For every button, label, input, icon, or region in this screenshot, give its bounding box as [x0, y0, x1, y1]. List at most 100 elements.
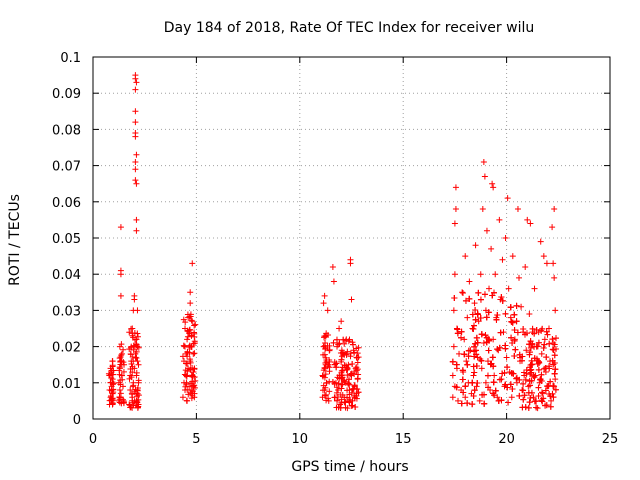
roti-data-point [547, 358, 554, 365]
roti-data-point [464, 400, 471, 407]
roti-data-point [509, 253, 516, 260]
roti-data-point [182, 319, 189, 326]
roti-data-point [187, 358, 194, 365]
roti-data-point [478, 365, 485, 372]
roti-data-point [473, 334, 480, 341]
roti-data-point [543, 402, 550, 409]
roti-data-point [538, 389, 545, 396]
roti-data-point [484, 372, 491, 379]
roti-data-point [132, 177, 139, 184]
x-tick-label: 15 [395, 432, 412, 447]
roti-data-point [464, 314, 471, 321]
roti-data-point [539, 398, 546, 405]
roti-data-point [191, 394, 198, 401]
roti-data-point [462, 383, 469, 390]
roti-data-point [345, 380, 352, 387]
roti-data-point [514, 206, 521, 213]
roti-data-point [512, 346, 519, 353]
roti-data-point [544, 383, 551, 390]
roti-data-point [552, 386, 559, 393]
roti-data-point [132, 130, 139, 137]
roti-data-point [110, 380, 117, 387]
roti-data-point [471, 387, 478, 394]
roti-data-point [116, 387, 123, 394]
roti-data-point [520, 380, 527, 387]
roti-data-point [449, 394, 456, 401]
roti-data-point [459, 290, 466, 297]
roti-data-point [513, 302, 520, 309]
y-tick-label: 0.09 [52, 87, 81, 102]
x-tick-label: 10 [292, 432, 309, 447]
x-tick-label: 25 [602, 432, 619, 447]
roti-data-point [473, 362, 480, 369]
roti-data-point [475, 318, 482, 325]
roti-data-point [500, 329, 507, 336]
roti-data-point [462, 253, 469, 260]
roti-data-point [130, 379, 137, 386]
roti-data-point [469, 325, 476, 332]
roti-data-point [549, 346, 556, 353]
roti-data-point [550, 394, 557, 401]
roti-data-point [346, 387, 353, 394]
roti-data-point [483, 339, 490, 346]
roti-data-point [549, 224, 556, 231]
roti-data-point [350, 341, 357, 348]
roti-data-point [517, 358, 524, 365]
roti-data-point [468, 390, 475, 397]
roti-data-point [513, 318, 520, 325]
roti-data-point [552, 376, 559, 383]
roti-data-point [188, 390, 195, 397]
roti-data-point [352, 365, 359, 372]
y-tick-label: 0.1 [60, 51, 81, 66]
roti-data-point [452, 184, 459, 191]
roti-data-point [333, 389, 340, 396]
roti-data-point [462, 297, 469, 304]
roti-data-point [550, 339, 557, 346]
roti-data-point [319, 372, 326, 379]
roti-data-point [523, 330, 530, 337]
roti-data-point [117, 292, 124, 299]
roti-data-point [338, 356, 345, 363]
roti-data-point [551, 206, 558, 213]
roti-data-point [483, 314, 490, 321]
roti-data-point [465, 353, 472, 360]
roti-data-point [117, 224, 124, 231]
roti-data-point [347, 350, 354, 357]
roti-data-point [133, 336, 140, 343]
roti-data-point [134, 358, 141, 365]
roti-data-point [474, 339, 481, 346]
y-tick-label: 0.07 [52, 160, 81, 175]
roti-data-point [184, 397, 191, 404]
roti-data-point [182, 325, 189, 332]
roti-data-point [516, 392, 523, 399]
roti-data-point [118, 350, 125, 357]
roti-data-point [321, 387, 328, 394]
roti-data-point [506, 368, 513, 375]
roti-data-point [189, 318, 196, 325]
x-tick-label: 0 [89, 432, 97, 447]
roti-data-point [499, 370, 506, 377]
roti-data-point [329, 263, 336, 270]
roti-data-point [526, 399, 533, 406]
roti-data-point [522, 376, 529, 383]
roti-data-point [472, 316, 479, 323]
roti-data-point [531, 355, 538, 362]
roti-data-point [477, 271, 484, 278]
roti-data-point [132, 166, 139, 173]
roti-data-point [466, 278, 473, 285]
roti-data-point [528, 377, 535, 384]
roti-data-point [547, 403, 554, 410]
roti-data-point [181, 371, 188, 378]
roti-data-point [542, 387, 549, 394]
roti-data-point [474, 380, 481, 387]
roti-data-point [129, 394, 136, 401]
roti-data-point [323, 379, 330, 386]
roti-data-point [338, 372, 345, 379]
roti-data-point [321, 292, 328, 299]
roti-data-point [476, 397, 483, 404]
roti-data-point [352, 403, 359, 410]
roti-data-point [516, 274, 523, 281]
roti-data-point [508, 318, 515, 325]
roti-data-point [495, 347, 502, 354]
roti-data-point [541, 341, 548, 348]
